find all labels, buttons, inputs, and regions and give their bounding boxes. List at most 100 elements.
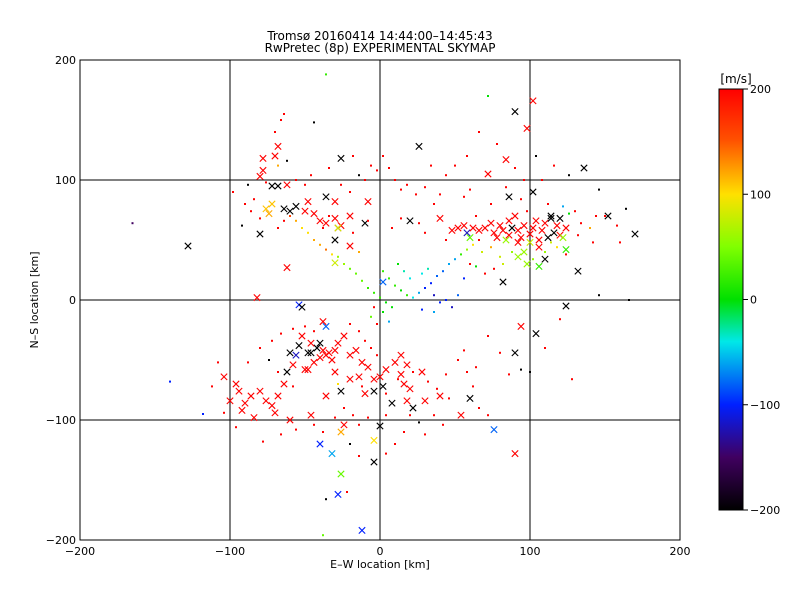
data-point-cross — [316, 354, 324, 362]
data-point-cross — [310, 358, 318, 366]
data-point-dot — [409, 277, 411, 280]
y-tick-label: 100 — [55, 174, 76, 187]
data-point-cross — [331, 198, 339, 206]
data-point-dot — [358, 330, 360, 333]
data-point-dot — [619, 241, 621, 244]
data-point-dot — [412, 296, 414, 299]
data-point-dot — [625, 207, 627, 210]
data-point-cross — [517, 234, 525, 242]
data-point-dot — [466, 371, 468, 373]
data-point-cross — [331, 346, 339, 354]
data-point-dot — [325, 73, 327, 76]
data-point-cross — [295, 342, 303, 350]
data-point-dot — [202, 413, 204, 415]
data-point-dot — [352, 155, 354, 157]
data-point-cross — [334, 224, 342, 232]
data-point-dot — [400, 217, 402, 220]
data-point-cross — [268, 402, 276, 410]
data-point-dot — [433, 294, 435, 297]
data-point-cross — [400, 380, 408, 388]
data-point-cross — [337, 428, 345, 436]
data-point-cross — [460, 222, 468, 230]
data-point-cross — [409, 404, 417, 412]
data-point-cross — [283, 368, 291, 376]
data-point-cross — [346, 375, 354, 383]
data-point-dot — [562, 205, 564, 208]
data-point-dot — [415, 193, 417, 196]
data-point-dot — [217, 361, 219, 364]
data-point-dot — [559, 318, 561, 321]
data-point-cross — [328, 356, 336, 364]
data-point-cross — [280, 380, 288, 388]
data-point-dot — [445, 299, 447, 301]
data-point-cross — [502, 156, 510, 164]
data-point-dot — [430, 282, 432, 285]
data-point-cross — [496, 222, 504, 230]
data-point-dot — [376, 169, 378, 172]
data-point-dot — [313, 239, 315, 241]
data-point-dot — [310, 174, 312, 177]
data-point-cross — [268, 182, 276, 190]
data-point-cross — [319, 346, 327, 354]
data-point-dot — [412, 371, 414, 373]
data-point-cross — [334, 490, 342, 498]
data-point-cross — [538, 226, 546, 234]
data-point-cross — [406, 217, 414, 225]
data-point-cross — [523, 124, 531, 132]
data-point-cross — [415, 142, 423, 150]
data-point-cross — [421, 397, 429, 405]
data-point-cross — [232, 380, 240, 388]
data-point-dot — [301, 227, 303, 229]
data-point-cross — [283, 264, 291, 272]
data-point-dot — [331, 253, 333, 256]
data-point-dot — [385, 452, 387, 455]
data-point-dot — [325, 248, 327, 251]
data-point-dot — [352, 414, 354, 417]
data-point-cross — [466, 394, 474, 402]
y-ticks: −200 −100 0 100 200 — [46, 54, 680, 547]
data-point-dot — [589, 227, 591, 229]
data-point-cross — [262, 397, 270, 405]
x-tick-label: 0 — [377, 545, 384, 558]
data-point-dot — [346, 491, 348, 493]
data-point-cross — [358, 358, 366, 366]
data-point-dot — [526, 210, 528, 213]
data-point-cross — [331, 214, 339, 222]
data-point-dot — [478, 131, 480, 133]
data-point-dot — [568, 212, 570, 215]
data-point-cross — [547, 214, 555, 222]
data-point-cross — [580, 164, 588, 172]
data-point-cross — [304, 366, 312, 374]
data-point-dot — [406, 183, 408, 186]
data-point-cross — [316, 339, 324, 347]
data-point-cross — [283, 181, 291, 189]
data-point-cross — [307, 411, 315, 419]
data-point-cross — [370, 436, 378, 444]
data-point-dot — [433, 414, 435, 417]
data-point-dot — [424, 231, 426, 234]
data-point-dot — [292, 327, 294, 330]
colorbar-tick-label: −100 — [750, 399, 780, 412]
data-point-dot — [370, 164, 372, 167]
data-point-cross — [364, 363, 372, 371]
data-point-dot — [460, 253, 462, 256]
data-point-dot — [475, 265, 477, 268]
data-point-cross — [604, 212, 612, 220]
data-point-cross — [274, 182, 282, 190]
data-point-dot — [424, 433, 426, 436]
data-points — [131, 73, 639, 537]
data-point-dot — [532, 258, 534, 261]
data-point-dot — [595, 215, 597, 217]
data-point-dot — [616, 224, 618, 227]
data-point-dot — [295, 179, 297, 181]
data-point-dot — [376, 323, 378, 325]
data-point-dot — [556, 246, 558, 249]
data-point-cross — [256, 230, 264, 238]
data-point-dot — [235, 426, 237, 429]
data-point-cross — [298, 303, 306, 311]
data-point-cross — [541, 219, 549, 227]
data-point-cross — [550, 229, 558, 237]
data-point-cross — [274, 142, 282, 150]
data-point-cross — [559, 234, 567, 242]
